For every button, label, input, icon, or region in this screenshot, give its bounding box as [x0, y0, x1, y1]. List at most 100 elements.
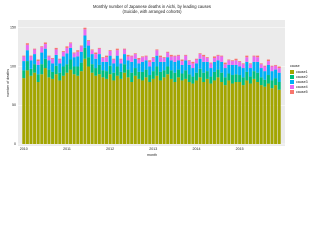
x-tick-label: 2011 [63, 147, 71, 151]
bar-segment [90, 54, 94, 65]
bar-segment [216, 77, 220, 144]
bar-segment [252, 78, 256, 144]
bar-segment [87, 45, 91, 58]
bar-segment [212, 61, 216, 72]
bar-segment [94, 52, 98, 55]
bar-segment [176, 54, 180, 56]
legend-title: cause [290, 64, 300, 68]
bar-segment [187, 82, 191, 144]
bar-segment [36, 59, 40, 62]
bar-segment [130, 72, 134, 82]
bar-segment [205, 57, 209, 58]
bar-segment [234, 60, 238, 65]
bar-segment [202, 54, 206, 57]
y-axis-label: number of deaths [6, 69, 10, 97]
chart-title: Monthly number of Japanese deaths in Aic… [93, 4, 211, 9]
bar-segment [72, 74, 76, 144]
bar-segment [54, 49, 58, 55]
bar-segment [274, 65, 278, 70]
bar-segment [259, 77, 263, 86]
bar-segment [184, 70, 188, 79]
x-tick-label: 2015 [236, 147, 244, 151]
bar-segment [176, 77, 180, 144]
bar-segment [209, 62, 213, 64]
bar-segment [22, 55, 26, 57]
bar-segment [65, 72, 69, 144]
bar-segment [241, 68, 245, 78]
bar-segment [25, 61, 29, 71]
bar-segment [144, 69, 148, 78]
bar-segment [97, 64, 101, 75]
bar-segment [256, 61, 260, 73]
bar-segment [105, 71, 109, 79]
bar-segment [158, 71, 163, 81]
bar-segment [130, 55, 134, 57]
bar-segment [140, 57, 145, 62]
bar-segment [105, 55, 109, 58]
bar-segment [234, 64, 238, 75]
bar-segment [94, 58, 98, 69]
bar-segment [76, 51, 80, 57]
bar-segment [123, 54, 127, 65]
bar-segment [112, 80, 116, 144]
bar-segment [209, 83, 213, 144]
bar-segment [198, 58, 202, 69]
x-tick-label: 2012 [106, 147, 114, 151]
bar-segment [47, 77, 51, 144]
bar-segment [248, 68, 252, 77]
bar-segment [144, 77, 148, 144]
bar-segment [155, 50, 159, 56]
bar-segment [87, 40, 91, 46]
bar-segment [97, 47, 101, 49]
chart-subtitle: (Suicide, with arranged cohorts) [122, 9, 182, 14]
bar-segment [105, 78, 109, 144]
bar-segment [115, 48, 119, 51]
bar-segment [234, 74, 238, 82]
bar-segment [227, 64, 231, 74]
bar-segment [248, 76, 252, 84]
bar-segment [36, 74, 40, 82]
bar-segment [277, 89, 281, 144]
bar-segment [144, 60, 148, 70]
legend-label: cause3 [296, 80, 308, 84]
bar-segment [277, 72, 281, 82]
bar-segment [108, 55, 112, 66]
bar-segment [238, 61, 242, 62]
bar-segment [266, 75, 270, 84]
bar-segment [47, 60, 51, 70]
bar-segment [198, 68, 202, 78]
bar-segment [184, 54, 188, 56]
bar-segment [33, 72, 37, 144]
bar-segment [36, 61, 40, 65]
bar-segment [245, 80, 249, 144]
bar-segment [162, 77, 166, 144]
bar-segment [216, 60, 220, 70]
bar-segment [194, 63, 198, 73]
bar-segment [65, 64, 69, 73]
bar-segment [130, 61, 134, 73]
bar-segment [137, 59, 141, 64]
bar-segment [115, 50, 119, 56]
bar-segment [69, 69, 73, 144]
bar-segment [54, 54, 58, 66]
bar-segment [51, 63, 55, 72]
bar-segment [234, 82, 238, 144]
bar-segment [223, 64, 227, 69]
bar-segment [245, 57, 249, 62]
bar-segment [155, 55, 159, 67]
bar-segment [101, 61, 105, 71]
legend-label: cause2 [296, 75, 308, 79]
bar-segment [252, 56, 256, 62]
bar-segment [191, 83, 195, 144]
bar-segment [166, 74, 170, 144]
bar-segment [90, 72, 94, 144]
bar-segment [256, 57, 260, 62]
legend-swatch [290, 70, 294, 74]
bar-segment [266, 83, 270, 144]
bar-segment [76, 75, 80, 144]
bar-segment [187, 74, 191, 82]
bar-segment [166, 52, 170, 58]
bar-segment [105, 61, 109, 72]
bar-segment [230, 60, 234, 62]
bar-segment [252, 61, 256, 72]
